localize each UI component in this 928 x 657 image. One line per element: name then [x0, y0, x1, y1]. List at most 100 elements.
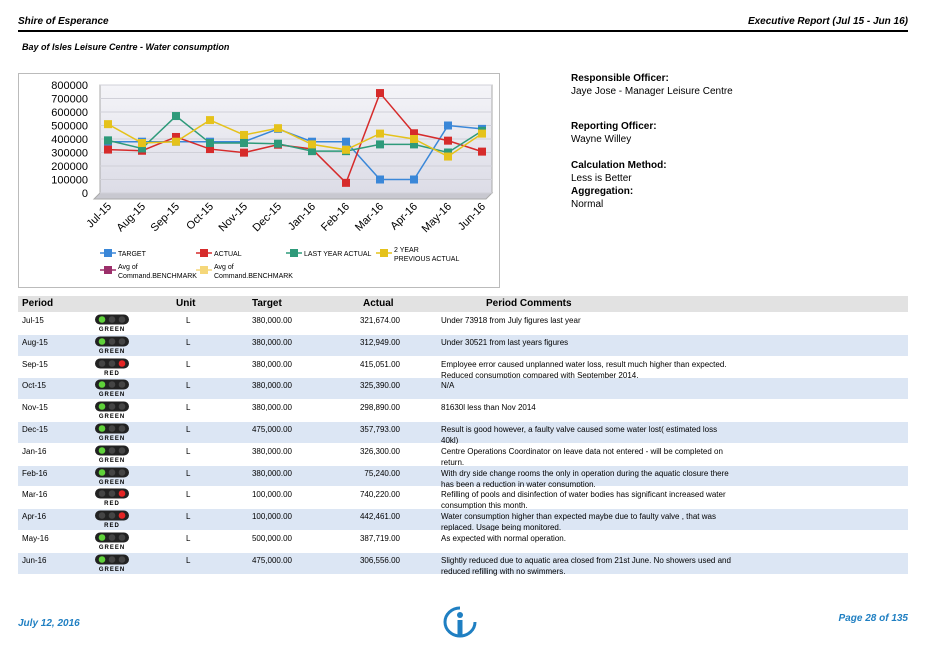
series-marker [240, 148, 248, 157]
comment: Refilling of pools and disinfection of w… [441, 490, 726, 511]
status: RED [94, 510, 130, 530]
status: GREEN [94, 445, 130, 465]
logo [443, 606, 477, 638]
table-row: Oct-15 GREEN L 380,000.00 325,390.00 N/A [18, 378, 908, 401]
series-line [107, 119, 483, 158]
table-row: May-16 GREEN L 500,000.00 387,719.00 As expe… [18, 531, 908, 553]
target: 380,000.00 [251, 381, 292, 391]
actual: 326,300.00 [359, 446, 400, 456]
series-marker [308, 147, 316, 156]
legend-label: LAST YEAR ACTUAL [304, 251, 372, 258]
header-rule [18, 30, 908, 32]
traffic-light [95, 314, 129, 325]
report-title: Executive Report (Jul 15 - Jun 16) [747, 16, 908, 27]
traffic-light [95, 445, 129, 456]
info-label: Aggregation: [571, 186, 634, 197]
target: 100,000.00 [251, 512, 292, 522]
column-header: Target [252, 298, 282, 309]
target: 380,000.00 [251, 316, 292, 325]
actual: 740,220.00 [359, 490, 400, 500]
series-marker [104, 120, 112, 129]
y-tick-label: 200000 [51, 161, 88, 173]
period: Jul-15 [22, 316, 44, 325]
status: GREEN [94, 467, 130, 487]
unit: L [186, 446, 191, 456]
legend-label: Avg of Command.BENCHMARK [214, 264, 293, 280]
status-label: GREEN [98, 566, 126, 573]
comment: Water consumption higher than expected m… [441, 512, 716, 533]
y-tick-label: 600000 [51, 107, 88, 119]
series-marker [138, 144, 146, 153]
traffic-light [95, 467, 129, 478]
info-value: Less is Better [571, 173, 632, 184]
series-marker [206, 116, 214, 125]
table-header: Period Unit Target Actual Period Comments [18, 296, 908, 313]
status-label: GREEN [98, 392, 126, 399]
unit: L [186, 555, 191, 565]
column-header: Period [22, 298, 54, 309]
y-tick-label: 500000 [51, 121, 88, 133]
unit: L [186, 381, 191, 391]
target: 380,000.00 [251, 468, 292, 478]
legend-swatch [200, 266, 208, 274]
column-header: Unit [176, 298, 196, 309]
series-marker [410, 129, 418, 138]
info-value: Normal [571, 199, 604, 210]
actual: 312,949.00 [359, 337, 400, 347]
series-marker [342, 178, 350, 187]
status-label: GREEN [98, 327, 126, 333]
status-label: GREEN [98, 545, 126, 551]
unit: L [186, 403, 191, 413]
period: Dec-15 [22, 425, 48, 434]
info-value: Jaye Jose - Manager Leisure Centre [571, 86, 733, 97]
series-marker [308, 140, 316, 149]
status: GREEN [94, 336, 130, 356]
column-header: Actual [363, 298, 394, 309]
info-label: Reporting Officer: [571, 121, 657, 132]
comment: Result is good however, a faulty valve c… [441, 425, 718, 445]
actual: 321,674.00 [359, 316, 400, 325]
table-row: Mar-16 RED L 100,000.00 740,220.00 Refilling… [18, 487, 908, 511]
y-tick-label: 0 [82, 188, 88, 200]
series-marker [376, 140, 384, 149]
legend-swatch [104, 266, 112, 274]
period: May-16 [22, 534, 49, 543]
table-row: Apr-16 RED L 100,000.00 442,461.00 Water con… [18, 509, 908, 533]
period: Aug-15 [22, 337, 48, 347]
table-row: Jan-16 GREEN L 380,000.00 326,300.00 Centre … [18, 443, 908, 467]
comment: 81630l less than Nov 2014 [441, 403, 536, 413]
y-tick-label: 800000 [51, 80, 88, 92]
target: 475,000.00 [251, 555, 292, 565]
status-label: GREEN [98, 457, 126, 464]
status: RED [94, 488, 130, 508]
actual: 415,051.00 [359, 359, 400, 369]
series-marker [206, 139, 214, 148]
info-value: Wayne Willey [571, 134, 632, 145]
table-row: Nov-15 GREEN L 380,000.00 298,890.00 81630l … [18, 400, 908, 422]
status-label: GREEN [98, 479, 126, 486]
footer-page: Page 28 of 135 [838, 613, 908, 624]
series-marker [410, 140, 418, 149]
comment: Under 73918 from July figures last year [441, 316, 581, 325]
series-marker [376, 89, 384, 98]
legend-label: TARGET [118, 251, 147, 258]
plot-floor [92, 192, 494, 200]
traffic-light [95, 423, 129, 434]
status: GREEN [94, 379, 130, 399]
series-marker [478, 147, 486, 156]
actual: 306,556.00 [359, 555, 400, 565]
table-row: Jun-16 GREEN L 475,000.00 306,556.00 Slightl… [18, 552, 908, 576]
comment: N/A [441, 381, 455, 391]
series-marker [172, 112, 180, 121]
y-tick-label: 100000 [51, 175, 88, 187]
period: Nov-15 [22, 403, 48, 413]
series-marker [342, 137, 350, 146]
traffic-light [95, 358, 129, 369]
period: Jun-16 [22, 555, 47, 565]
actual: 325,390.00 [359, 381, 400, 391]
traffic-light [95, 532, 129, 543]
legend-label: 2 YEAR PREVIOUS ACTUAL [394, 247, 459, 263]
traffic-light [95, 336, 129, 347]
footer-date: July 12, 2016 [18, 618, 80, 629]
